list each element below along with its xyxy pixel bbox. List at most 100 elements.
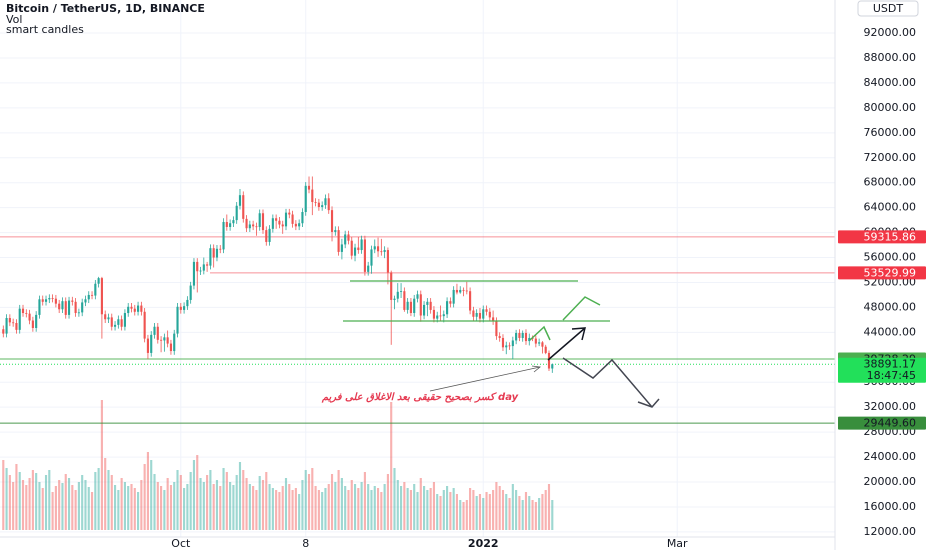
volume-bar xyxy=(229,482,232,530)
y-tick-label: 20000.00 xyxy=(864,475,917,488)
candle-body xyxy=(334,230,337,232)
volume-bar xyxy=(110,475,113,530)
candle-body xyxy=(212,248,215,258)
volume-bar xyxy=(186,484,189,530)
volume-bar xyxy=(18,472,21,530)
volume-bar xyxy=(242,470,245,530)
volume-bar xyxy=(459,500,462,530)
candle-body xyxy=(380,251,383,253)
candle-body xyxy=(28,313,31,321)
candle-body xyxy=(544,346,547,353)
candle-body xyxy=(419,294,422,316)
volume-bar xyxy=(156,482,159,530)
volume-bar xyxy=(54,486,57,530)
volume-bar xyxy=(409,490,412,530)
candle-body xyxy=(183,306,186,310)
volume-bar xyxy=(275,490,278,530)
candle-body xyxy=(416,294,419,299)
candle-body xyxy=(340,244,343,252)
candle-body xyxy=(38,299,41,315)
volume-bar xyxy=(334,482,337,530)
candle-body xyxy=(505,345,508,348)
volume-bar xyxy=(469,488,472,530)
candle-body xyxy=(442,314,445,317)
candle-body xyxy=(495,321,498,337)
candle-body xyxy=(446,301,449,315)
volume-bar xyxy=(475,496,478,530)
candle-body xyxy=(357,247,360,251)
volume-bar xyxy=(258,476,261,530)
levels xyxy=(0,236,835,424)
candle-body xyxy=(409,301,412,314)
y-tick-label: 24000.00 xyxy=(864,450,917,463)
volume-bar xyxy=(130,484,133,530)
volume-bar xyxy=(143,464,146,530)
candle-body xyxy=(472,310,475,317)
volume-bar xyxy=(393,468,396,530)
volume-bar xyxy=(492,490,495,530)
volume-bar xyxy=(524,492,528,530)
candle-body xyxy=(120,319,123,327)
candle-body xyxy=(235,205,238,221)
volume-bar xyxy=(508,498,511,530)
pointer xyxy=(429,366,541,392)
candle-body xyxy=(12,322,15,324)
arrow-head xyxy=(637,398,660,408)
y-tick-label: 48000.00 xyxy=(864,300,917,313)
arrow-head xyxy=(571,327,586,341)
currency-button[interactable] xyxy=(857,0,919,17)
candle-body xyxy=(51,298,54,299)
candle-body xyxy=(547,352,551,369)
candle-body xyxy=(508,345,511,347)
candle-body xyxy=(478,313,482,319)
candle-body xyxy=(252,224,255,227)
volume-bar xyxy=(90,492,94,530)
volume-bar xyxy=(363,472,366,530)
price-label-box xyxy=(838,416,926,430)
volume-bar xyxy=(117,490,120,530)
volume-bar xyxy=(429,488,432,530)
candle-body xyxy=(393,298,396,300)
volume-bar xyxy=(248,484,251,530)
volume-bar xyxy=(547,484,551,530)
candle-body xyxy=(143,311,146,339)
candle-body xyxy=(373,246,376,250)
volume-bar xyxy=(235,475,238,530)
volume-bar xyxy=(81,475,84,530)
volume-bar xyxy=(298,494,301,530)
candle-body xyxy=(521,332,524,338)
volume-bar xyxy=(544,490,547,530)
volume-bar xyxy=(2,460,5,530)
candle-body xyxy=(337,230,340,252)
candle-body xyxy=(242,195,245,219)
volume-bar xyxy=(219,486,222,530)
volume-bar xyxy=(199,478,202,530)
volume-bar xyxy=(97,468,100,530)
volume-bar xyxy=(485,492,488,530)
volume-bar xyxy=(291,490,294,530)
volume-bar xyxy=(330,474,334,530)
candle-body xyxy=(74,301,77,314)
candles xyxy=(2,176,554,373)
volume-bar xyxy=(51,492,54,530)
candle-body xyxy=(261,213,265,231)
currency-button-label[interactable]: USDT xyxy=(873,2,904,15)
volume-bar xyxy=(307,474,311,530)
candle-body xyxy=(403,291,406,310)
chart-title: Bitcoin / TetherUS, 1D, BINANCE xyxy=(6,2,205,15)
volume-bar xyxy=(146,452,150,530)
candle-body xyxy=(41,299,44,302)
volume-bar xyxy=(94,472,97,530)
volume-bar xyxy=(436,494,439,530)
volume-bar xyxy=(465,500,468,530)
y-tick-label: 84000.00 xyxy=(864,76,917,89)
candle-body xyxy=(399,291,403,293)
candle-body xyxy=(301,212,304,224)
candle-body xyxy=(8,318,11,323)
candle-body xyxy=(390,272,393,300)
candle-body xyxy=(541,342,544,347)
candle-body xyxy=(44,299,48,302)
candle-body xyxy=(524,332,528,342)
candle-body xyxy=(284,212,288,227)
